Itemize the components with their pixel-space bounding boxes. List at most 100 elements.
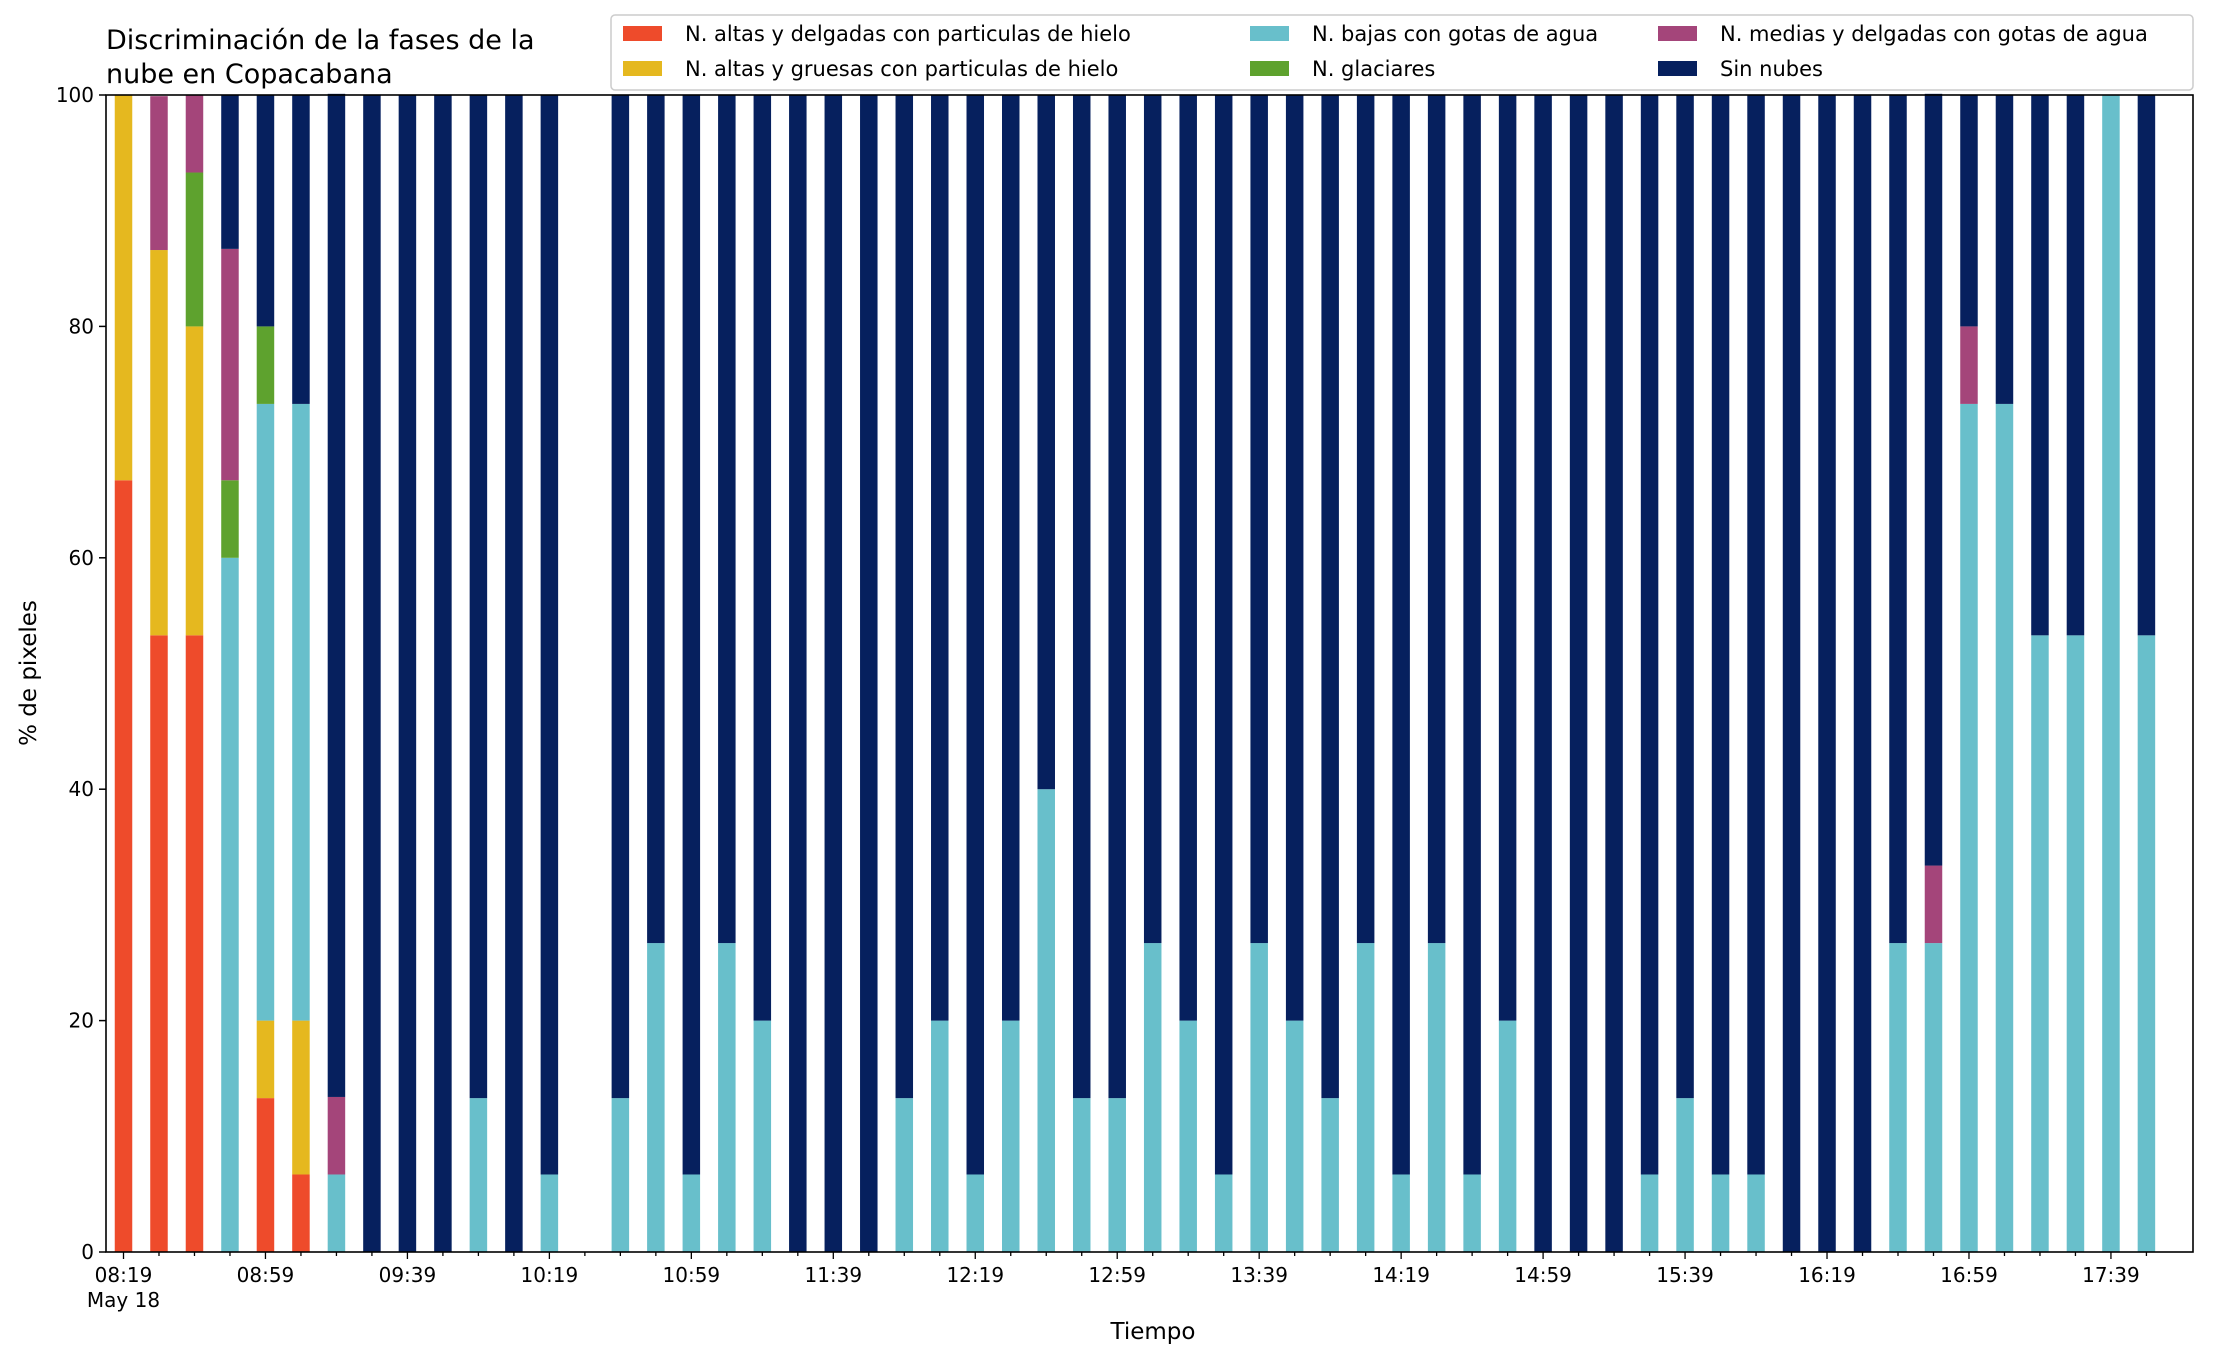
- y-axis-label: % de pixeles: [16, 600, 42, 746]
- bar-segment: [221, 248, 239, 481]
- bar-segment: [256, 1020, 275, 1099]
- bar-segment: [1640, 1174, 1659, 1252]
- y-tick-label: 0: [81, 1240, 94, 1264]
- legend-label: N. bajas con gotas de agua: [1312, 22, 1598, 46]
- x-axis-label: Tiempo: [1110, 1319, 1196, 1345]
- x-tick-label: 15:39: [1656, 1263, 1714, 1287]
- legend: N. altas y delgadas con particulas de hi…: [610, 14, 2194, 91]
- bar-segment: [1108, 1098, 1126, 1252]
- bar-segment: [2031, 635, 2049, 1252]
- bar-segment: [2137, 635, 2156, 1252]
- legend-label: Sin nubes: [1720, 57, 1823, 81]
- bar-segment: [1924, 93, 1943, 866]
- bar-segment: [221, 557, 239, 1252]
- legend-frame: [610, 14, 2194, 91]
- bar-segment: [185, 635, 204, 1252]
- bar-segment: [1002, 1020, 1020, 1252]
- bar-segment: [540, 1174, 559, 1252]
- x-tick-label: 16:59: [1940, 1263, 1998, 1287]
- bar-segment: [611, 95, 630, 1099]
- bar-segment: [1498, 95, 1517, 1021]
- bar-segment: [1427, 95, 1446, 944]
- y-tick-label: 100: [56, 83, 94, 107]
- bar-segment: [1889, 95, 1907, 944]
- x-tick-label: 09:39: [379, 1263, 437, 1287]
- bar-segment: [966, 95, 985, 1175]
- bar-segment: [1605, 95, 1623, 1252]
- y-tick-label: 80: [69, 314, 94, 338]
- bar-segment: [1427, 943, 1446, 1252]
- bar-segment: [363, 95, 381, 1252]
- bar-segment: [1037, 789, 1055, 1252]
- bar-segment: [114, 480, 133, 1252]
- bar-segment: [150, 635, 168, 1252]
- bar-segment: [1143, 95, 1162, 944]
- bar-segment: [1924, 865, 1943, 944]
- bar-segment: [1569, 95, 1588, 1252]
- bar-segment: [682, 1174, 701, 1252]
- x-tick-label: 11:39: [804, 1263, 862, 1287]
- legend-swatch: [1250, 26, 1289, 41]
- x-tick-label: 14:59: [1514, 1263, 1572, 1287]
- bar-segment: [647, 95, 665, 944]
- bar-segment: [860, 95, 878, 1252]
- bar-segment: [398, 95, 417, 1252]
- bar-segment: [1002, 95, 1020, 1021]
- bar-segment: [718, 943, 736, 1252]
- bar-segment: [1711, 95, 1730, 1175]
- y-tick-label: 40: [69, 777, 94, 801]
- bar-segment: [1214, 1174, 1233, 1252]
- bar-segment: [185, 326, 204, 636]
- chart-title-line-1: Discriminación de la fases de la: [106, 25, 535, 56]
- bar-segment: [1356, 95, 1375, 944]
- bar-segment: [895, 1098, 914, 1252]
- bar-segment: [1143, 943, 1162, 1252]
- legend-label: N. altas y delgadas con particulas de hi…: [685, 22, 1131, 46]
- bar-segment: [1640, 95, 1659, 1175]
- bar-segment: [150, 250, 168, 636]
- bar-segment: [1072, 1098, 1091, 1252]
- bar-segment: [1711, 1174, 1730, 1252]
- bar-segment: [1285, 1020, 1304, 1252]
- bar-segment: [292, 1020, 310, 1175]
- bar-segment: [1818, 95, 1836, 1252]
- x-tick-date-label: May 18: [87, 1288, 160, 1312]
- bar-segment: [327, 1096, 346, 1175]
- bar-segment: [256, 95, 275, 327]
- bar-segment: [434, 95, 452, 1252]
- bar-segment: [256, 1098, 275, 1252]
- legend-label: N. altas y gruesas con particulas de hie…: [685, 57, 1118, 81]
- bar-segment: [789, 95, 807, 1252]
- bar-segment: [682, 95, 701, 1175]
- bar-segment: [1392, 95, 1410, 1175]
- bar-segment: [1534, 95, 1552, 1252]
- bar-segment: [1321, 95, 1339, 1099]
- legend-swatch: [623, 61, 662, 76]
- chart-title-line-2: nube en Copacabana: [106, 59, 393, 90]
- legend-label: N. medias y delgadas con gotas de agua: [1720, 22, 2148, 46]
- bar-segment: [327, 93, 346, 1097]
- bar-segment: [221, 95, 239, 249]
- bar-segment: [1179, 1020, 1197, 1252]
- bar-segment: [1037, 95, 1055, 790]
- axes-layer: 0 20 40 60 80 100 08:19 08:59 09:39 10:19 10:59 11:…: [56, 83, 2148, 1312]
- bar-segment: [611, 1098, 630, 1252]
- bar-segment: [469, 95, 488, 1099]
- bar-segment: [1995, 95, 2014, 404]
- bar-segment: [114, 95, 133, 481]
- bar-segment: [1463, 1174, 1481, 1252]
- bars-layer: [114, 93, 2156, 1252]
- bar-segment: [221, 480, 239, 558]
- bar-segment: [256, 326, 275, 404]
- bar-segment: [1676, 1098, 1694, 1252]
- legend-swatch: [1658, 61, 1697, 76]
- bar-segment: [1924, 943, 1943, 1252]
- bar-segment: [1285, 95, 1304, 1021]
- x-tick-label: 12:19: [946, 1263, 1004, 1287]
- bar-segment: [1108, 95, 1126, 1099]
- bar-segment: [1960, 326, 1978, 404]
- plot-frame: [105, 94, 2194, 1253]
- x-tick-label: 12:59: [1088, 1263, 1146, 1287]
